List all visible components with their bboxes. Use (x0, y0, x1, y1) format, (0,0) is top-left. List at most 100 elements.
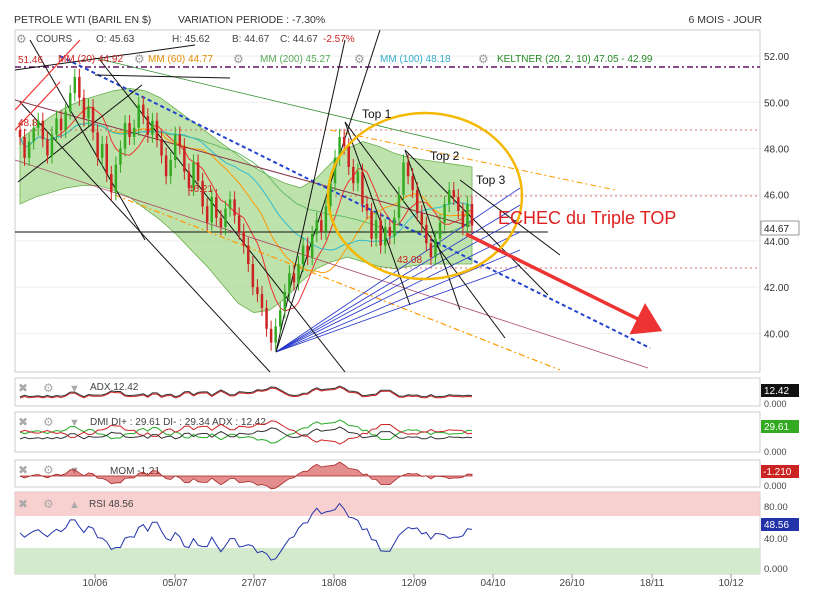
candle-body (82, 97, 86, 119)
y-tick-label: 48.00 (764, 145, 789, 156)
candle-body (155, 120, 159, 140)
candle-body (315, 220, 319, 234)
candle-body (452, 190, 455, 198)
candle-body (151, 120, 154, 135)
gear-icon[interactable]: ⚙ (354, 52, 365, 66)
dmi-adx-line (19, 426, 473, 440)
dmi-label: DMI DI+ : 29.61 DI- : 29.34 ADX : 12.42 (90, 417, 266, 428)
candle-body (196, 162, 200, 181)
candle-body (347, 146, 350, 167)
candle-body (164, 155, 168, 177)
close-icon[interactable]: ✖ (18, 463, 28, 477)
top3-label: Top 3 (476, 173, 506, 187)
gear-icon[interactable]: ⚙ (233, 52, 244, 66)
candle-body (310, 234, 314, 258)
candle-body (114, 164, 118, 193)
mom-badge-text: -1.210 (763, 467, 792, 478)
candle-body (205, 206, 209, 223)
candle-body (132, 127, 136, 137)
candle-body (443, 203, 446, 223)
level-43-label: 43.08 (397, 255, 422, 266)
blue-fan-line (275, 249, 521, 353)
candle-body (402, 162, 405, 195)
orange-dashdot-upper (329, 129, 616, 191)
candle-body (41, 120, 45, 140)
candle-body (201, 180, 204, 207)
adx-panel: ✖ ⚙ ▼ ADX 12.42 12.42 0.000 (14, 377, 799, 409)
down-channel-lower (15, 159, 649, 369)
candle-body (183, 146, 186, 172)
candle-body (269, 328, 273, 343)
dmi-zero: 0.000 (764, 447, 787, 457)
candle-body (306, 245, 309, 258)
rsi-tick-80: 80.00 (764, 502, 788, 513)
dmi-badge-text: 29.61 (764, 422, 789, 433)
candle-body (59, 118, 63, 131)
y-tick-label: 44.00 (764, 237, 789, 248)
dmi-panel: ✖ ⚙ ▼ DMI DI+ : 29.61 DI- : 29.34 ADX : … (14, 411, 799, 457)
level-46-label: 46.21 (188, 184, 213, 195)
mom-panel: ✖ ⚙ ▼ MOM -1.21 -1.210 0.000 (14, 459, 799, 491)
gear-icon[interactable]: ⚙ (43, 463, 54, 477)
gear-icon[interactable]: ⚙ (43, 415, 54, 429)
candle-body (256, 287, 259, 295)
y-tick-label: 50.00 (764, 98, 789, 109)
arrow-up-icon[interactable]: ▲ (69, 499, 80, 511)
instrument-title: PETROLE WTI (BARIL EN $) (14, 14, 151, 26)
price-y-axis: 52.00 50.00 48.00 46.00 44.00 42.00 40.00 (764, 52, 789, 340)
arrow-down-icon[interactable]: ▼ (69, 417, 80, 429)
mm200-legend: MM (200) 45.27 (260, 54, 331, 65)
adx-zero: 0.000 (764, 399, 787, 409)
x-tick-label: 10/12 (718, 578, 743, 589)
candle-body (32, 127, 35, 142)
candle-body (429, 243, 433, 258)
candle-body (461, 210, 465, 228)
gear-icon[interactable]: ⚙ (134, 52, 145, 66)
candle-body (406, 162, 410, 177)
rsi-label: RSI 48.56 (89, 499, 134, 510)
blue-dotted-trend (59, 55, 651, 349)
blue-fan-line (275, 204, 521, 353)
close-icon[interactable]: ✖ (18, 497, 28, 511)
candle-body (123, 123, 127, 149)
candle-body (37, 120, 40, 128)
adx-badge-text: 12.42 (764, 386, 789, 397)
gear-icon[interactable]: ⚙ (43, 381, 54, 395)
black-trend-line (19, 101, 271, 372)
black-trend-line (404, 149, 461, 311)
candle-body (301, 245, 305, 265)
candle-body (297, 264, 300, 283)
green-trend (94, 57, 481, 151)
date-x-axis: 10/06 05/07 27/07 18/08 12/09 04/10 26/10 18/11… (82, 574, 744, 589)
candle-body (210, 197, 214, 223)
close-icon[interactable]: ✖ (18, 415, 28, 429)
x-tick-label: 10/06 (82, 578, 107, 589)
candle-body (434, 238, 437, 258)
black-trend-line (94, 74, 231, 79)
candle-body (169, 160, 172, 177)
x-tick-label: 05/07 (162, 578, 187, 589)
close-icon[interactable]: ✖ (18, 381, 28, 395)
candle-body (55, 118, 58, 135)
y-tick-label: 42.00 (764, 283, 789, 294)
candle-body (187, 171, 191, 188)
gear-icon[interactable]: ⚙ (16, 32, 27, 46)
candle-body (288, 273, 291, 292)
gear-icon[interactable]: ⚙ (478, 52, 489, 66)
candle-body (160, 139, 163, 156)
mom-badge (761, 465, 799, 478)
candle-body (329, 183, 332, 207)
gear-icon[interactable]: ⚙ (43, 497, 54, 511)
rsi-badge-text: 48.56 (764, 520, 789, 531)
rsi-tick-0: 0.000 (764, 564, 788, 575)
candle-body (457, 197, 460, 211)
candle-body (251, 264, 255, 288)
dmi-badge (761, 420, 799, 433)
candle-body (228, 199, 232, 209)
black-trend-line (459, 179, 561, 256)
ohlc-close: C: 44.67 (280, 34, 318, 45)
arrow-down-icon[interactable]: ▼ (69, 383, 80, 395)
x-tick-label: 18/11 (640, 578, 665, 589)
top1-label: Top 1 (362, 107, 392, 121)
